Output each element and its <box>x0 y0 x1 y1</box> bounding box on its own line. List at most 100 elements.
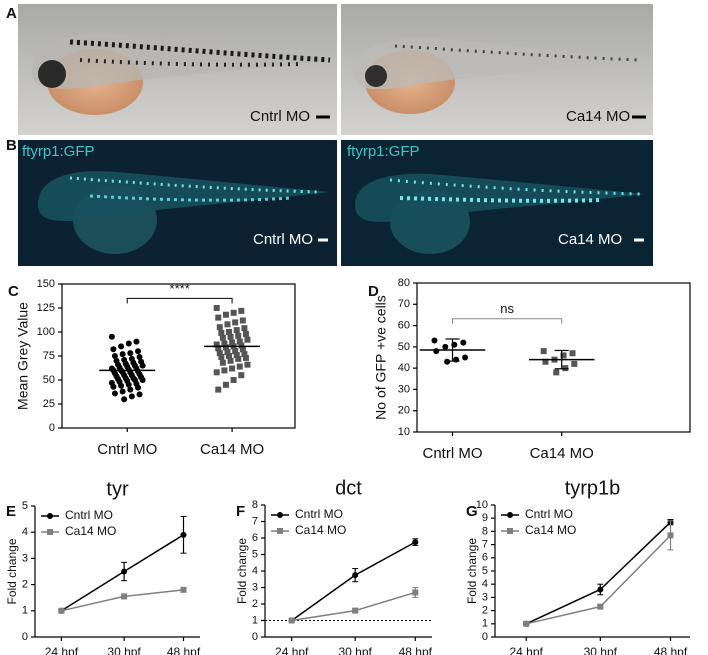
data-point <box>227 333 234 340</box>
data-point <box>180 586 187 593</box>
data-point <box>135 348 142 355</box>
x-tick-label: 30 hpf <box>107 645 141 655</box>
data-point <box>571 360 578 367</box>
panel-label: G <box>466 503 478 520</box>
data-point <box>431 337 438 344</box>
data-point <box>553 369 560 376</box>
data-point <box>433 348 440 355</box>
y-tick-label: 9 <box>482 512 488 524</box>
data-point <box>216 324 223 331</box>
panel-label: D <box>368 283 379 300</box>
y-tick-label: 80 <box>398 277 410 289</box>
data-point <box>569 350 576 357</box>
data-point <box>241 325 248 332</box>
data-point <box>111 353 118 359</box>
chart-title: dct <box>335 477 362 499</box>
significance-label: ns <box>500 301 514 316</box>
data-point <box>667 532 674 539</box>
data-point <box>215 386 222 393</box>
panel-label: C <box>8 283 19 300</box>
data-point <box>216 350 223 357</box>
data-point <box>213 305 220 311</box>
data-point <box>462 354 469 361</box>
y-tick-label: 150 <box>37 278 55 290</box>
data-point <box>227 357 234 364</box>
data-point <box>58 607 65 614</box>
legend-label: Ca14 MO <box>65 524 116 538</box>
data-point <box>412 539 419 546</box>
y-tick-label: 100 <box>37 326 55 338</box>
data-point <box>233 352 240 359</box>
data-point <box>242 354 249 361</box>
x-tick-label: 48 hpf <box>654 645 688 655</box>
data-point <box>110 383 117 390</box>
image: ftyrp1:GFP Ca14 MO <box>341 140 653 266</box>
panel-label: A <box>6 5 17 22</box>
data-point <box>110 346 117 353</box>
data-point <box>560 352 567 359</box>
data-point <box>111 390 118 397</box>
y-tick-label: 4 <box>252 565 258 577</box>
y-axis-label: Fold change <box>465 538 479 604</box>
legend-label: Ca14 MO <box>525 523 576 537</box>
y-axis-label: Fold change <box>235 538 249 604</box>
data-point <box>597 603 604 610</box>
data-point <box>241 351 248 358</box>
legend-label: Cntrl MO <box>65 508 113 522</box>
series-line <box>61 589 184 612</box>
x-tick-label: 24 hpf <box>275 645 309 655</box>
data-point <box>121 593 128 600</box>
legend-label: Cntrl MO <box>295 507 343 521</box>
legend-label: Cntrl MO <box>525 507 573 521</box>
y-tick-label: 6 <box>252 532 258 544</box>
data-point <box>235 332 242 339</box>
y-axis-label: Fold change <box>5 538 19 604</box>
y-tick-label: 10 <box>476 499 488 511</box>
y-tick-label: 2 <box>22 579 28 591</box>
y-tick-label: 1 <box>482 618 488 630</box>
image: ftyrp1:GFP Cntrl MO <box>18 140 337 266</box>
y-tick-label: 7 <box>252 515 258 527</box>
x-tick-label: 30 hpf <box>338 645 372 655</box>
y-tick-label: 3 <box>252 581 258 593</box>
data-point <box>236 338 243 345</box>
panel-label: F <box>236 503 245 520</box>
image: Cntrl MO <box>18 4 337 135</box>
x-tick-label: Cntrl MO <box>97 441 157 458</box>
legend-marker <box>507 528 513 534</box>
y-tick-label: 70 <box>398 298 410 310</box>
data-point <box>125 340 132 347</box>
y-axis-label: Mean Grey Value <box>15 302 31 410</box>
data-point <box>597 586 604 593</box>
y-tick-label: 10 <box>398 426 410 438</box>
y-tick-label: 20 <box>398 405 410 417</box>
y-tick-label: 75 <box>43 350 55 362</box>
data-point <box>139 377 146 383</box>
y-tick-label: 0 <box>482 631 488 643</box>
y-tick-label: 5 <box>22 500 28 512</box>
x-tick-label: 48 hpf <box>167 645 201 655</box>
image-caption: Ca14 MO <box>558 231 622 248</box>
image: Ca14 MO <box>341 4 653 135</box>
data-point <box>412 589 419 596</box>
data-point <box>121 568 128 575</box>
data-point <box>119 351 126 358</box>
y-tick-label: 5 <box>482 565 488 577</box>
y-tick-label: 5 <box>252 548 258 560</box>
data-point <box>108 333 115 340</box>
data-point <box>239 346 246 353</box>
data-point <box>230 377 237 383</box>
x-tick-label: 30 hpf <box>584 645 618 655</box>
data-point <box>235 355 242 362</box>
data-point <box>232 319 239 326</box>
y-tick-label: 0 <box>22 631 28 643</box>
plot-frame <box>416 282 691 433</box>
legend-label: Ca14 MO <box>295 523 346 537</box>
data-point <box>244 361 251 368</box>
y-tick-label: 40 <box>398 362 410 374</box>
data-point <box>136 391 143 398</box>
y-tick-label: 7 <box>482 539 488 551</box>
y-tick-label: 60 <box>398 319 410 331</box>
data-point <box>118 343 125 350</box>
